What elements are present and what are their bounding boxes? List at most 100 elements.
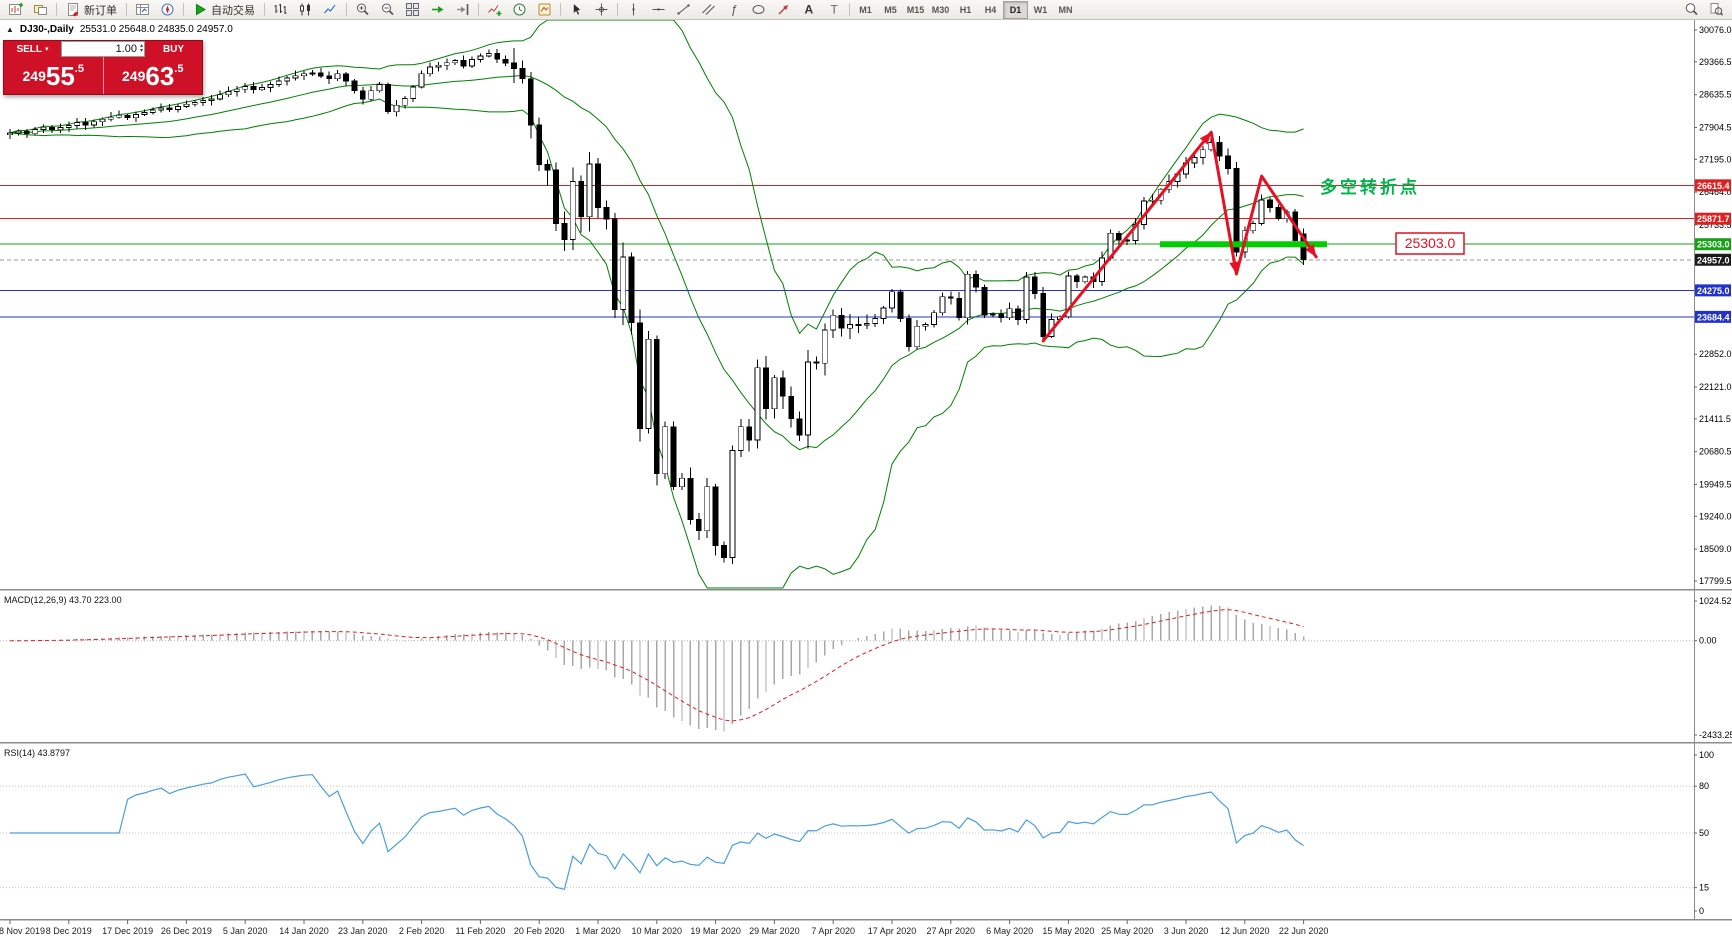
buy-price-button[interactable]: 249 63.5 <box>102 57 203 94</box>
candle-bull <box>284 77 291 82</box>
hline-button[interactable] <box>646 0 671 19</box>
candle-bear <box>343 73 349 82</box>
candle-bull <box>217 94 223 100</box>
price-digits: 63 <box>145 60 175 91</box>
candle-bear <box>1040 293 1047 337</box>
toolbar-separator <box>617 3 618 16</box>
price-digits: 249 <box>122 67 146 84</box>
candle-bear <box>670 426 677 488</box>
candle-bull <box>931 312 937 325</box>
trade-panel-header: SELL ▾ 1.00 ▴ ▾ BUY <box>4 41 202 57</box>
trend-zigzag-annotation[interactable] <box>1041 130 1318 343</box>
tile-windows-button[interactable] <box>400 0 425 19</box>
timeframe-d1-button[interactable]: D1 <box>1003 0 1028 19</box>
date-label: 17 Apr 2020 <box>868 926 917 936</box>
timeframe-h4-button[interactable]: H4 <box>984 4 997 15</box>
candle-bull <box>418 73 425 88</box>
chart-shift-button[interactable] <box>450 0 475 19</box>
candle-bear <box>385 84 391 113</box>
turning-point-annotation[interactable]: 多空转折点 <box>1320 177 1420 197</box>
price-axis-label: 20680.5 <box>1699 447 1732 457</box>
candle-bear <box>905 318 912 348</box>
volume-input[interactable]: 1.00 ▴ ▾ <box>61 41 145 57</box>
timeframe-m5-button[interactable]: M5 <box>884 4 897 15</box>
zigzag-arrowhead <box>1305 244 1317 257</box>
candle-bull <box>620 256 627 310</box>
candle-bull <box>889 291 895 309</box>
spin-up-icon[interactable]: ▴ <box>139 43 143 49</box>
zoom-out-icon <box>380 2 395 17</box>
sell-price-button[interactable]: 249 55.5 <box>4 57 103 94</box>
trendline-button[interactable] <box>671 0 696 19</box>
timeframe-m30-button[interactable]: M30 <box>931 4 950 15</box>
candle-bear <box>1267 199 1273 209</box>
crosshair-button[interactable] <box>589 0 614 19</box>
macd-scale-label: 0.00 <box>1699 636 1717 646</box>
candle-bear <box>956 297 963 319</box>
sell-header[interactable]: SELL ▾ <box>4 41 61 57</box>
indicators-button[interactable] <box>482 0 507 19</box>
label-button[interactable]: T <box>821 0 846 19</box>
text-button[interactable]: A <box>796 0 821 19</box>
timeframe-m15-button[interactable]: M15 <box>906 4 925 15</box>
candle-bear <box>687 477 694 520</box>
zoom-in-button[interactable] <box>350 0 375 19</box>
search-button[interactable] <box>1679 0 1704 19</box>
label-icon: T <box>826 2 841 17</box>
timeframe-mn-button[interactable]: MN <box>1058 4 1073 15</box>
candle-bear <box>637 322 643 429</box>
candle-bull <box>939 296 946 314</box>
magnifier-button[interactable] <box>1704 0 1729 19</box>
candle-bear <box>1275 207 1282 220</box>
spin-down-icon[interactable]: ▾ <box>139 48 143 54</box>
shapes-button[interactable] <box>746 0 771 19</box>
timeframe-h1-button[interactable]: H1 <box>959 4 972 15</box>
cursor-button[interactable] <box>564 0 589 19</box>
arrows-tool-button[interactable] <box>771 0 796 19</box>
templates-button[interactable] <box>532 0 557 19</box>
new-chart-button[interactable] <box>3 0 28 19</box>
profiles-button[interactable] <box>28 0 53 19</box>
line-chart-button[interactable] <box>318 0 343 19</box>
candle-bull <box>645 338 652 429</box>
periods-button[interactable] <box>507 0 532 19</box>
oneclick-toggle-icon[interactable]: ▲ <box>6 24 14 34</box>
zoom-out-button[interactable] <box>375 0 400 19</box>
channel-button[interactable] <box>696 0 721 19</box>
fibonacci-button[interactable]: ƒ <box>721 0 746 19</box>
new-order-button[interactable]: 新订单 <box>60 0 123 19</box>
crosshair-icon <box>594 2 609 17</box>
candle-bear <box>250 85 257 91</box>
bars-chart-button[interactable] <box>268 0 293 19</box>
volume-spinner[interactable]: ▴ ▾ <box>139 43 143 54</box>
market-watch-button[interactable] <box>130 0 155 19</box>
buy-header[interactable]: BUY <box>145 41 202 57</box>
date-label: 23 Jan 2020 <box>338 926 388 936</box>
candle-bull <box>99 118 106 123</box>
pane-separators[interactable] <box>0 18 1732 921</box>
candle-bear <box>813 361 820 364</box>
auto-scroll-button[interactable] <box>425 0 450 19</box>
candle-bull <box>65 125 72 128</box>
cursor-icon <box>569 2 584 17</box>
zigzag-line[interactable] <box>1041 130 1318 343</box>
navigator-icon <box>160 2 175 17</box>
date-label: 15 May 2020 <box>1042 926 1094 936</box>
timeframe-w1-button[interactable]: W1 <box>1033 4 1048 15</box>
horizontal-lines[interactable] <box>0 184 1694 318</box>
vline-button[interactable] <box>621 0 646 19</box>
navigator-button[interactable] <box>155 0 180 19</box>
price-digits: 249 <box>22 67 46 84</box>
price-badge-support <box>1695 284 1731 297</box>
candle-bull <box>922 324 929 327</box>
toolbar-separator <box>126 3 127 16</box>
timeframe-m1-button[interactable]: M1 <box>859 4 872 15</box>
price-callout-value: 25303.0 <box>1405 235 1456 251</box>
main-toolbar: 新订单 自动交易 ƒ A T M1 M5 M15 M30 H1 H4 D1 W1 MN <box>0 0 1732 20</box>
auto-scroll-icon <box>430 2 445 17</box>
autotrade-button[interactable]: 自动交易 <box>187 0 261 19</box>
price-callout-label[interactable]: 25303.0 <box>1395 232 1465 255</box>
candles-chart-button[interactable] <box>293 0 318 19</box>
